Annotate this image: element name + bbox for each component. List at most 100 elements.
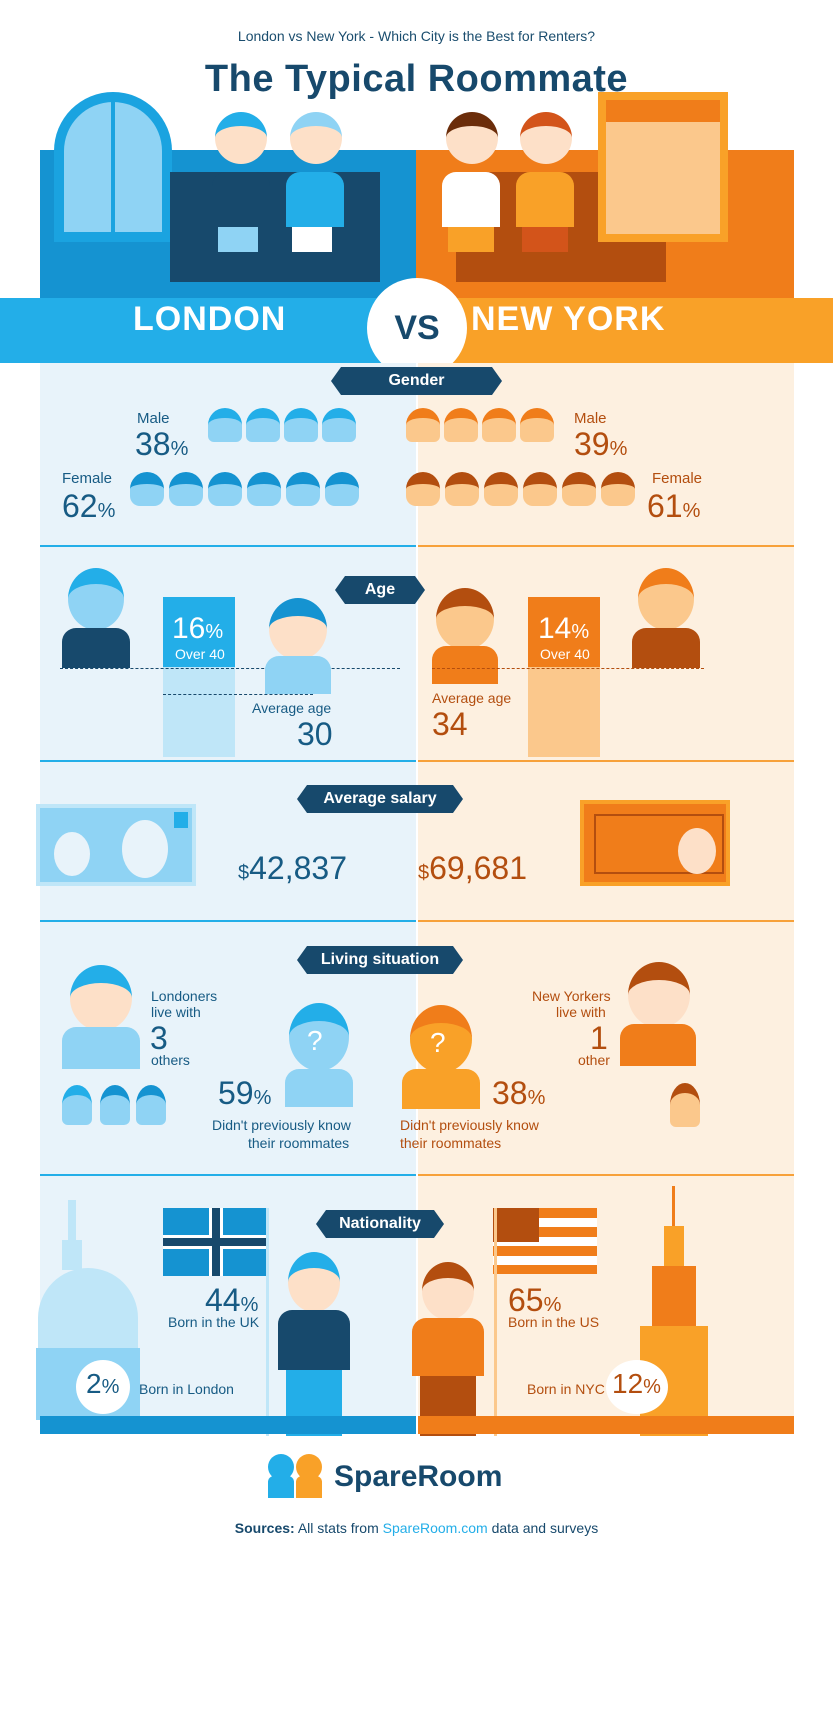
spareroom-logo-text: SpareRoom bbox=[334, 1460, 503, 1493]
newyork-female-value: 61% bbox=[647, 488, 701, 524]
section-divider bbox=[40, 760, 416, 762]
sofa-icon bbox=[170, 172, 380, 282]
london-male-icons bbox=[208, 408, 358, 454]
london-banner bbox=[0, 298, 430, 363]
flag-pole bbox=[494, 1208, 497, 1436]
newyork-born-city-value: 12% bbox=[612, 1368, 661, 1399]
older-man-icon bbox=[62, 568, 130, 668]
newyork-live-others: other bbox=[578, 1052, 610, 1068]
window-icon bbox=[598, 92, 728, 242]
newyork-avg-age-label: Average age bbox=[432, 690, 512, 706]
newyork-born-city-label: Born in NYC bbox=[527, 1381, 605, 1397]
newyork-live-count: 1 bbox=[590, 1020, 608, 1056]
newyork-avg-age-value: 34 bbox=[432, 706, 468, 742]
newyork-salary-value: $69,681 bbox=[418, 850, 527, 886]
male-person-icon bbox=[284, 408, 318, 442]
male-person-icon bbox=[444, 408, 478, 442]
london-hero-illustration bbox=[40, 92, 416, 350]
age-reference-line bbox=[60, 668, 400, 669]
london-female-icons bbox=[130, 470, 360, 520]
section-divider bbox=[418, 1174, 794, 1176]
newyork-over40-bar bbox=[528, 597, 600, 757]
section-divider bbox=[40, 1174, 416, 1176]
newyorker-woman-icon bbox=[620, 962, 696, 1066]
arched-window-icon bbox=[54, 92, 172, 242]
male-person-icon bbox=[208, 408, 242, 442]
vs-badge: VS bbox=[371, 282, 463, 374]
london-born-city-label: Born in London bbox=[139, 1381, 234, 1397]
male-person-icon bbox=[482, 408, 516, 442]
newyork-live-line2: live with bbox=[556, 1004, 606, 1020]
female-person-icon bbox=[169, 472, 203, 506]
london-live-others: others bbox=[151, 1052, 190, 1068]
female-person-icon bbox=[562, 472, 596, 506]
london-banner-label: LONDON bbox=[133, 300, 287, 338]
newyork-panel bbox=[418, 363, 794, 1433]
londoner-man-icon bbox=[62, 965, 140, 1069]
dollar-banknote-icon bbox=[580, 800, 730, 886]
male-person-icon bbox=[322, 408, 356, 442]
london-bottom-strip bbox=[40, 1416, 416, 1434]
female-person-icon bbox=[130, 472, 164, 506]
roommate-girl-2-icon bbox=[290, 112, 342, 164]
unknown-woman-icon: ? bbox=[285, 1003, 353, 1107]
newyork-unknown-line2: their roommates bbox=[400, 1135, 502, 1151]
london-salary-value: $42,837 bbox=[238, 850, 347, 886]
london-live-line2: live with bbox=[151, 1004, 201, 1020]
sources-text-2: data and surveys bbox=[491, 1520, 599, 1536]
london-live-line1: Londoners bbox=[151, 988, 218, 1004]
roommate-guy-icon bbox=[446, 112, 498, 164]
uk-man-icon bbox=[268, 1252, 362, 1436]
sources-label: Sources: bbox=[234, 1520, 295, 1536]
female-person-icon bbox=[247, 472, 281, 506]
newyork-roommate-icon bbox=[670, 1083, 700, 1127]
london-unknown-line2: their roommates bbox=[248, 1135, 350, 1151]
unknown-man-icon: ? bbox=[402, 1005, 480, 1109]
male-person-icon bbox=[246, 408, 280, 442]
newyork-male-icons bbox=[406, 408, 556, 454]
pound-banknote-icon bbox=[36, 804, 196, 886]
infographic-subtitle: London vs New York - Which City is the B… bbox=[237, 28, 596, 44]
newyork-female-label: Female bbox=[652, 470, 703, 487]
uk-flag-icon bbox=[163, 1208, 269, 1276]
section-label-salary: Average salary bbox=[297, 785, 463, 813]
section-label-age: Age bbox=[335, 576, 425, 604]
roommate-guy-2-icon bbox=[520, 112, 572, 164]
london-male-value: 38% bbox=[135, 426, 189, 462]
newyork-over40-label: Over 40 bbox=[540, 646, 590, 662]
female-person-icon bbox=[100, 1085, 130, 1125]
london-female-value: 62% bbox=[62, 488, 116, 524]
spareroom-logo-icon bbox=[268, 1454, 330, 1498]
newyork-bottom-strip bbox=[418, 1416, 794, 1434]
female-person-icon bbox=[325, 472, 359, 506]
female-person-icon bbox=[286, 472, 320, 506]
newyork-born-country-value: 65% bbox=[508, 1282, 562, 1318]
age-reference-line bbox=[432, 668, 704, 669]
infographic-title: The Typical Roommate bbox=[204, 58, 629, 100]
young-woman-icon bbox=[265, 598, 331, 694]
avg-age-reference-line bbox=[163, 694, 313, 695]
section-label-nationality: Nationality bbox=[316, 1210, 444, 1238]
london-roommate-icons bbox=[62, 1085, 168, 1127]
london-born-city-badge bbox=[76, 1360, 130, 1414]
london-unknown-value: 59% bbox=[218, 1075, 272, 1111]
london-born-city-value: 2% bbox=[86, 1368, 120, 1399]
section-divider bbox=[40, 545, 416, 547]
male-person-icon bbox=[520, 408, 554, 442]
young-woman-icon bbox=[432, 588, 498, 684]
london-over40-bar bbox=[163, 597, 235, 757]
newyork-over40-value: 14% bbox=[538, 612, 590, 645]
us-flag-icon bbox=[493, 1208, 597, 1274]
female-person-icon bbox=[484, 472, 518, 506]
newyork-born-city-badge bbox=[606, 1360, 668, 1414]
london-male-label: Male bbox=[137, 410, 170, 427]
male-person-icon bbox=[406, 408, 440, 442]
london-born-country-value: 44% bbox=[205, 1282, 259, 1318]
section-label-living: Living situation bbox=[297, 946, 463, 974]
female-person-icon bbox=[523, 472, 557, 506]
female-person-icon bbox=[406, 472, 440, 506]
newyork-live-line1: New Yorkers bbox=[532, 988, 611, 1004]
male-person-icon bbox=[62, 1085, 92, 1125]
london-over40-label: Over 40 bbox=[175, 646, 225, 662]
sources-link[interactable]: SpareRoom.com bbox=[382, 1520, 488, 1536]
